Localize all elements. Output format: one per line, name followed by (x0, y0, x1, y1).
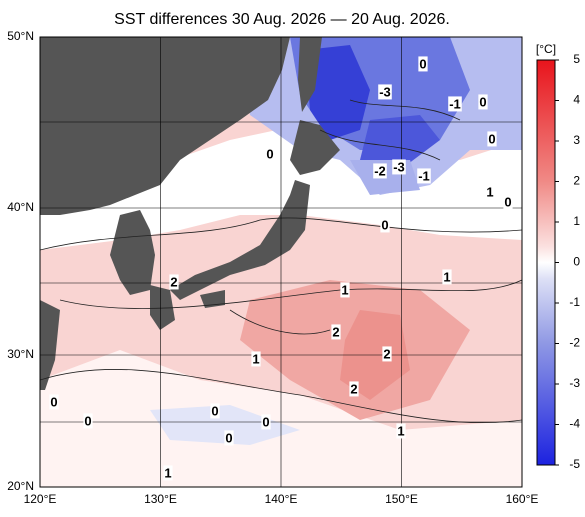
map-title: SST differences 30 Aug. 2026 — 20 Aug. 2… (114, 11, 450, 28)
contour-label-box (349, 381, 359, 397)
contour-label-box (418, 56, 428, 72)
contour-label: 0 (479, 94, 486, 109)
contour-label: 0 (211, 403, 218, 418)
contour-label: 0 (50, 394, 57, 409)
contour-label-box (261, 414, 271, 430)
map-frame (39, 36, 523, 488)
lon-label: 160°E (506, 492, 539, 506)
contour-label-box (163, 465, 173, 481)
contour-label-box (442, 269, 452, 285)
contour-label-box (382, 346, 392, 362)
contour-label-box (340, 282, 350, 298)
contour-label: 0 (84, 413, 91, 428)
contour-label: 0 (381, 217, 388, 232)
contour-label-box (417, 168, 431, 184)
contour-label: 1 (252, 351, 259, 366)
contour-label-box (169, 274, 179, 290)
contour-label: 1 (164, 465, 171, 480)
contour-label-box (378, 84, 392, 100)
contour-label-box (448, 96, 462, 112)
colorbar-tick-label: -3 (569, 376, 580, 390)
contour-label: 2 (170, 274, 177, 289)
contour-label: -1 (418, 168, 430, 183)
lat-label: 30°N (7, 347, 34, 361)
colorbar-tick-label: 3 (573, 133, 580, 147)
contour-label: -2 (374, 163, 386, 178)
colorbar-tick-label: 4 (573, 93, 580, 107)
colorbar-tick-label: 0 (573, 255, 580, 269)
lon-label: 150°E (385, 492, 418, 506)
colorbar-tick-label: -2 (569, 336, 580, 350)
colorbar-tick-label: 2 (573, 174, 580, 188)
contour-label-box (478, 94, 488, 110)
contour-label-box (487, 131, 497, 147)
contour-label-box (392, 159, 406, 175)
contour-label-box (210, 403, 220, 419)
contour-label-box (224, 430, 234, 446)
contour-label: -1 (449, 96, 461, 111)
contour-label: 0 (262, 414, 269, 429)
contour-label: 0 (225, 430, 232, 445)
lon-label: 140°E (265, 492, 298, 506)
lon-label: 120°E (24, 492, 57, 506)
colorbar (536, 59, 556, 466)
contour-label: 0 (266, 146, 273, 161)
contour-label: -3 (393, 159, 405, 174)
contour-label: 1 (397, 423, 404, 438)
contour-label: 0 (504, 194, 511, 209)
contour-label-box (331, 324, 341, 340)
contour-label-box (49, 394, 59, 410)
colorbar-tick-label: -5 (569, 457, 580, 471)
contour-label: 1 (486, 184, 493, 199)
lat-label: 50°N (7, 29, 34, 43)
contour-label-box (503, 194, 513, 210)
contour-label: 1 (341, 282, 348, 297)
contour-label-box (380, 217, 390, 233)
contour-label: 0 (419, 56, 426, 71)
colorbar-tick-label: -1 (569, 295, 580, 309)
lat-label: 20°N (7, 479, 34, 493)
contour-label-box (83, 413, 93, 429)
lon-label: 130°E (144, 492, 177, 506)
colorbar-tick-label: -4 (569, 417, 580, 431)
contour-label: -3 (379, 84, 391, 99)
colorbar-unit: [°C] (536, 42, 556, 56)
lat-label: 40°N (7, 200, 34, 214)
contour-label-box (251, 351, 261, 367)
contour-label: 2 (383, 346, 390, 361)
colorbar-tick-label: 5 (573, 52, 580, 66)
contour-label: 0 (488, 131, 495, 146)
contour-label-box (485, 184, 495, 200)
contour-label: 2 (350, 381, 357, 396)
contour-label: 1 (443, 269, 450, 284)
contour-label-box (265, 146, 275, 162)
contour-label-box (373, 163, 387, 179)
colorbar-tick-label: 1 (573, 214, 580, 228)
contour-label-box (396, 423, 406, 439)
contour-label: 2 (332, 324, 339, 339)
